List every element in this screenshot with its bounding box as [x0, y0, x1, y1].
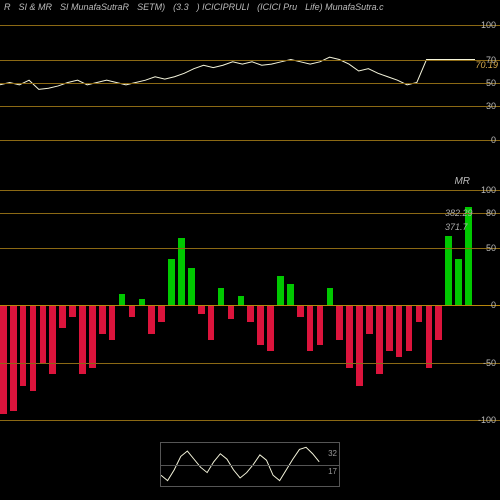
axis-label: 50 [486, 78, 496, 88]
axis-label: -50 [483, 358, 496, 368]
mr-bar [327, 288, 334, 305]
mr-bar [426, 305, 433, 368]
axis-label: 100 [481, 185, 496, 195]
panel-label: MR [454, 176, 470, 187]
value-label: 382.29 [445, 208, 473, 218]
axis-label: 30 [486, 101, 496, 111]
mr-bar [247, 305, 254, 322]
mr-bar [435, 305, 442, 340]
mr-bar [218, 288, 225, 305]
mr-bar [297, 305, 304, 317]
rsi-panel: 100705030070.19 [0, 25, 500, 140]
mr-bar [208, 305, 215, 340]
mr-bar [99, 305, 106, 334]
mr-bar [69, 305, 76, 317]
axis-label: 100 [481, 20, 496, 30]
mr-bar [129, 305, 136, 317]
mr-bar [336, 305, 343, 340]
gridline [0, 25, 500, 26]
mr-bar [158, 305, 165, 322]
mr-bar [386, 305, 393, 351]
mr-bar [238, 296, 245, 305]
mini-label: 32 [328, 449, 337, 458]
mr-bar [40, 305, 47, 363]
mr-bar [416, 305, 423, 322]
mr-bar [119, 294, 126, 306]
mr-bar [396, 305, 403, 357]
gridline [0, 140, 500, 141]
gridline [0, 213, 500, 214]
mr-bar [287, 284, 294, 305]
mr-bar [89, 305, 96, 368]
mr-bar [356, 305, 363, 386]
header-item: SI MunafaSutraR [60, 2, 129, 12]
mini-zero-line [161, 465, 339, 466]
axis-label: -100 [478, 415, 496, 425]
mr-bar [198, 305, 205, 314]
mini-panel: 32 17 [160, 442, 340, 487]
gridline [0, 248, 500, 249]
mr-bar [277, 276, 284, 305]
header-item: Life) MunafaSutra.c [305, 2, 384, 12]
mr-bar [445, 236, 452, 305]
header-item: ) ICICIPRULI [197, 2, 250, 12]
header-item: (ICICI Pru [257, 2, 297, 12]
mr-bar [79, 305, 86, 374]
mr-bar [10, 305, 17, 411]
mini-label: 17 [328, 467, 337, 476]
gridline [0, 60, 500, 61]
gridline [0, 106, 500, 107]
mr-bar [366, 305, 373, 334]
header-item: SETM) [137, 2, 165, 12]
gridline [0, 83, 500, 84]
mr-bar [307, 305, 314, 351]
chart-header: R SI & MR SI MunafaSutraR SETM) (3.3 ) ICICIP… [0, 0, 500, 14]
mr-bar [455, 259, 462, 305]
mr-bar [267, 305, 274, 351]
axis-label: 50 [486, 243, 496, 253]
gridline [0, 420, 500, 421]
header-item: R [4, 2, 11, 12]
mr-bar [406, 305, 413, 351]
mr-bar [168, 259, 175, 305]
mr-bar [317, 305, 324, 345]
mr-panel: 10080500-50-100MR382.29371.7 [0, 190, 500, 420]
mr-bar [228, 305, 235, 319]
mr-bar [148, 305, 155, 334]
header-item: (3.3 [173, 2, 189, 12]
value-label: 371.7 [445, 222, 468, 232]
mr-bar [59, 305, 66, 328]
axis-label: 0 [491, 135, 496, 145]
gridline [0, 363, 500, 364]
gridline [0, 305, 500, 306]
axis-label: 0 [491, 300, 496, 310]
mr-bar [49, 305, 56, 374]
value-label: 70.19 [475, 60, 498, 70]
mr-bar [188, 268, 195, 305]
header-item: SI & MR [19, 2, 53, 12]
gridline [0, 190, 500, 191]
mr-bar [0, 305, 7, 414]
mr-bar [30, 305, 37, 391]
axis-label: 80 [486, 208, 496, 218]
mr-bar [257, 305, 264, 345]
mr-bar [20, 305, 27, 386]
mr-bar [109, 305, 116, 340]
mr-bar [376, 305, 383, 374]
mr-bar [346, 305, 353, 368]
